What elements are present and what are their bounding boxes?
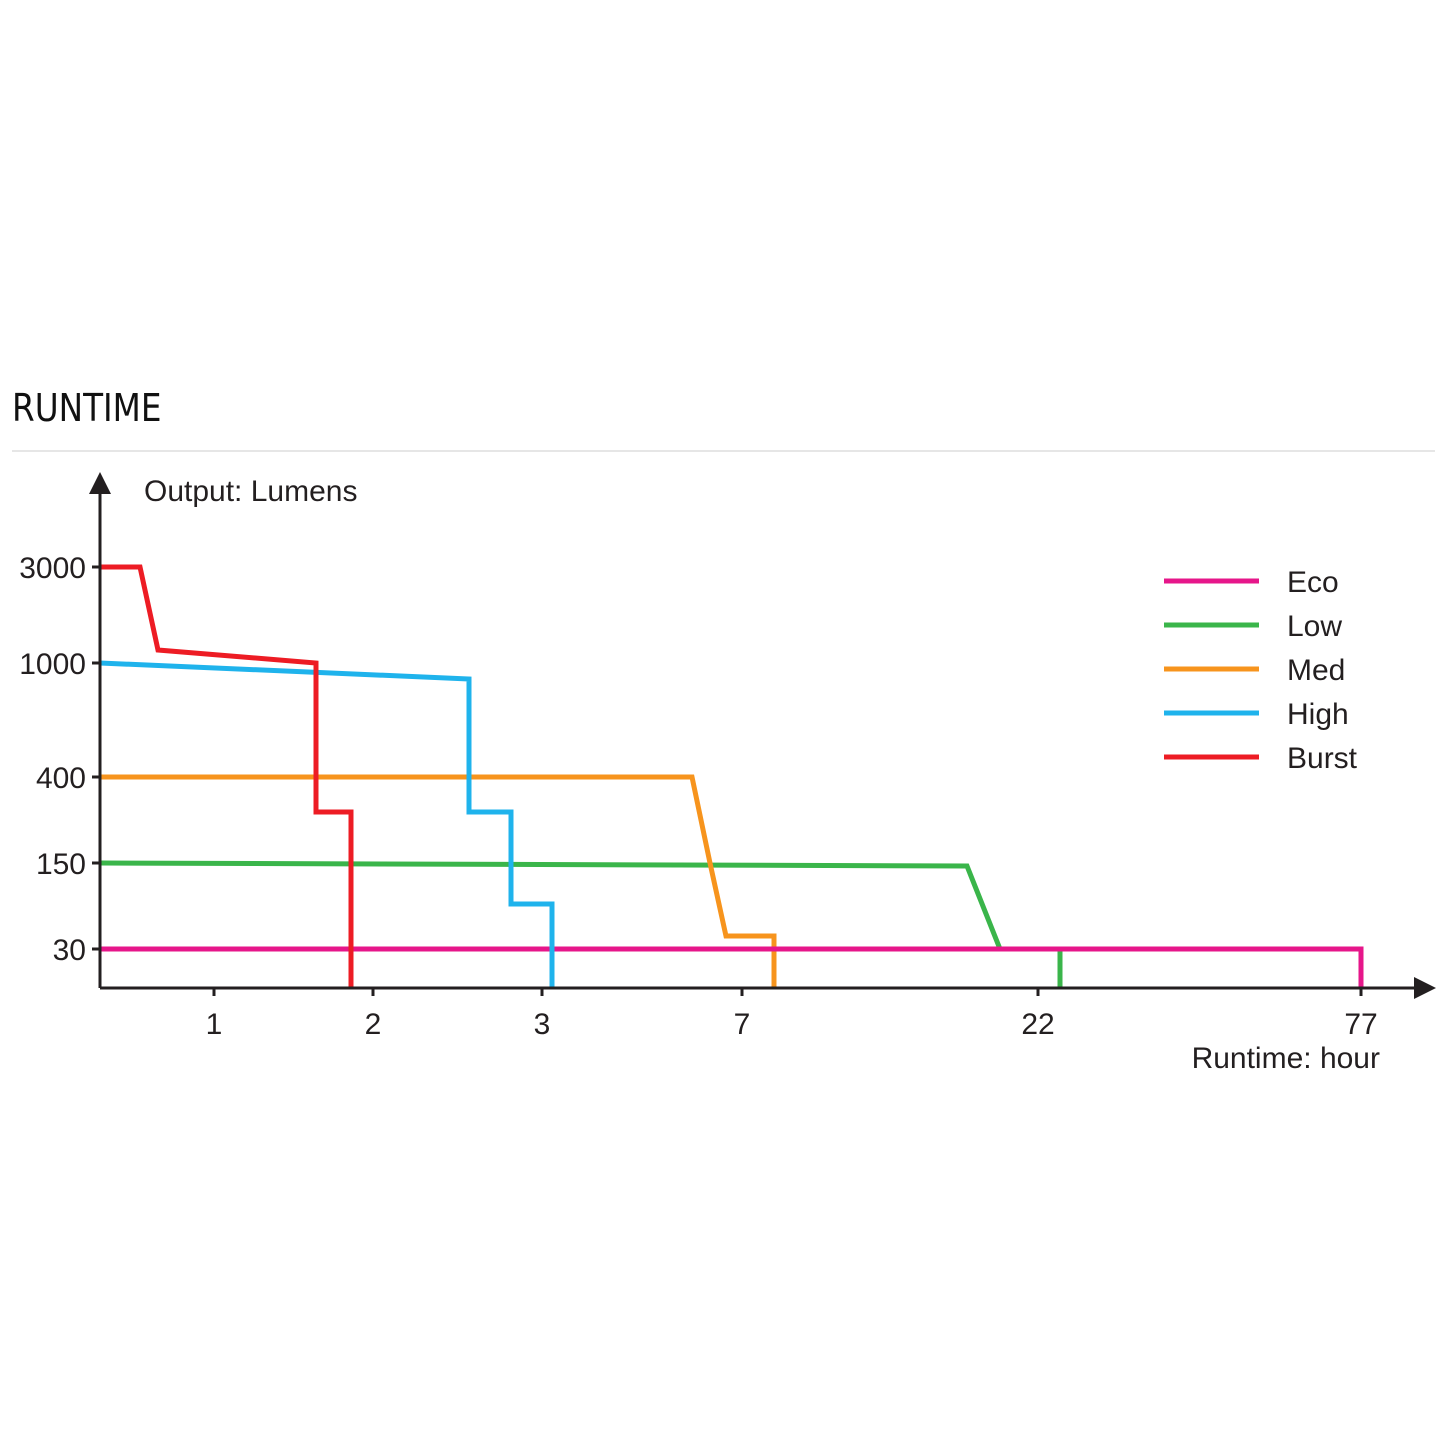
axes [89,472,1436,999]
series-lines [99,564,1364,988]
y-tick-label: 150 [36,848,86,881]
series-line-low [99,860,1063,988]
legend-label-eco: Eco [1287,566,1339,599]
legend-label-burst: Burst [1287,742,1358,775]
y-axis-arrow [89,472,111,494]
x-tick-label: 77 [1344,1008,1377,1041]
x-tick-label: 2 [365,1008,382,1041]
y-tick-label: 400 [36,762,86,795]
x-tick-label: 7 [734,1008,751,1041]
x-tick-label: 22 [1021,1008,1054,1041]
series-line-eco [100,946,1364,988]
legend-label-med: Med [1287,654,1345,687]
section-divider [12,450,1435,452]
y-tick-label: 30 [53,934,86,967]
section-title: RUNTIME [12,386,162,430]
series-line-high [99,660,555,988]
x-axis-label: Runtime: hour [1192,1042,1380,1075]
legend-label-low: Low [1287,610,1342,643]
ticks: 30 150 400 1000 3000 1 2 3 7 22 77 [19,552,1377,1041]
y-tick-label: 3000 [19,552,86,585]
y-axis-label: Output: Lumens [144,475,357,508]
series-line-burst [100,564,354,988]
x-axis-arrow [1414,977,1436,999]
x-tick-label: 3 [534,1008,551,1041]
legend-label-high: High [1287,698,1349,731]
x-tick-label: 1 [206,1008,223,1041]
y-tick-label: 1000 [19,648,86,681]
legend: Eco Low Med High Burst [1164,566,1358,775]
series-line-med [100,774,777,988]
